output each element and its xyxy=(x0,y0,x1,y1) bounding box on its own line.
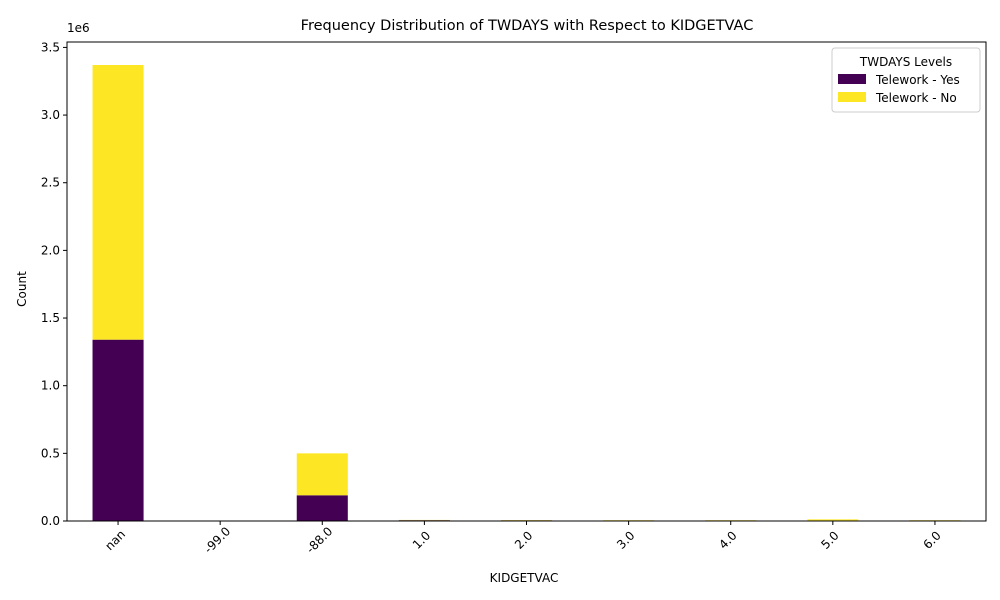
y-tick-label: 0.5 xyxy=(41,446,60,460)
axis-ticks: 0.0 0.5 1.0 1.5 2.0 2.5 3.0 3.5 nan -99.0 -88.0 1.0… xyxy=(41,40,944,556)
x-tick-label: -99.0 xyxy=(201,524,233,556)
x-tick-label: 6.0 xyxy=(920,528,943,551)
bars xyxy=(92,65,961,521)
y-tick-label: 2.0 xyxy=(41,243,60,257)
y-scale-label: 1e6 xyxy=(67,21,90,35)
y-tick-label: 3.0 xyxy=(41,108,60,122)
x-tick-label: 3.0 xyxy=(614,528,637,551)
bar-telework-no-0 xyxy=(92,65,144,340)
legend-label-telework-yes: Telework - Yes xyxy=(875,73,960,87)
plot-frame xyxy=(66,41,987,522)
x-tick-label: 2.0 xyxy=(512,528,535,551)
bar-telework-yes-0 xyxy=(92,339,144,521)
y-tick-label: 2.5 xyxy=(41,176,60,190)
y-tick-label: 3.5 xyxy=(41,40,60,54)
bar-telework-no-7 xyxy=(807,519,859,521)
bar-telework-no-2 xyxy=(296,453,348,496)
legend: TWDAYS Levels Telework - Yes Telework - … xyxy=(831,47,981,113)
y-axis-label: Count xyxy=(15,271,29,307)
legend-swatch-telework-no xyxy=(838,92,866,102)
x-tick-label: 5.0 xyxy=(818,528,841,551)
x-tick-label: 4.0 xyxy=(716,528,739,551)
legend-frame xyxy=(831,47,981,113)
y-tick-label: 1.0 xyxy=(41,379,60,393)
legend-swatch-telework-yes xyxy=(838,74,866,84)
y-tick-label: 0.0 xyxy=(41,514,60,528)
x-tick-label: 1.0 xyxy=(410,528,433,551)
x-axis-label: KIDGETVAC xyxy=(490,571,559,585)
x-tick-label: nan xyxy=(102,527,128,553)
bar-telework-yes-2 xyxy=(296,495,348,521)
legend-label-telework-no: Telework - No xyxy=(875,91,957,105)
x-tick-label: -88.0 xyxy=(304,524,336,556)
y-tick-label: 1.5 xyxy=(41,311,60,325)
chart-title: Frequency Distribution of TWDAYS with Re… xyxy=(301,18,754,34)
legend-title: TWDAYS Levels xyxy=(859,55,952,69)
